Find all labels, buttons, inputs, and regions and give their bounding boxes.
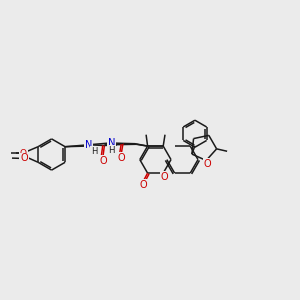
Text: H: H [91, 147, 98, 156]
Text: O: O [99, 155, 107, 166]
Text: O: O [117, 153, 125, 163]
Text: N: N [85, 140, 92, 150]
Text: O: O [20, 148, 27, 158]
Text: N: N [108, 138, 115, 148]
Text: O: O [161, 172, 169, 182]
Text: O: O [204, 159, 212, 169]
Text: H: H [108, 146, 115, 155]
Text: O: O [20, 153, 28, 164]
Text: O: O [139, 180, 147, 190]
